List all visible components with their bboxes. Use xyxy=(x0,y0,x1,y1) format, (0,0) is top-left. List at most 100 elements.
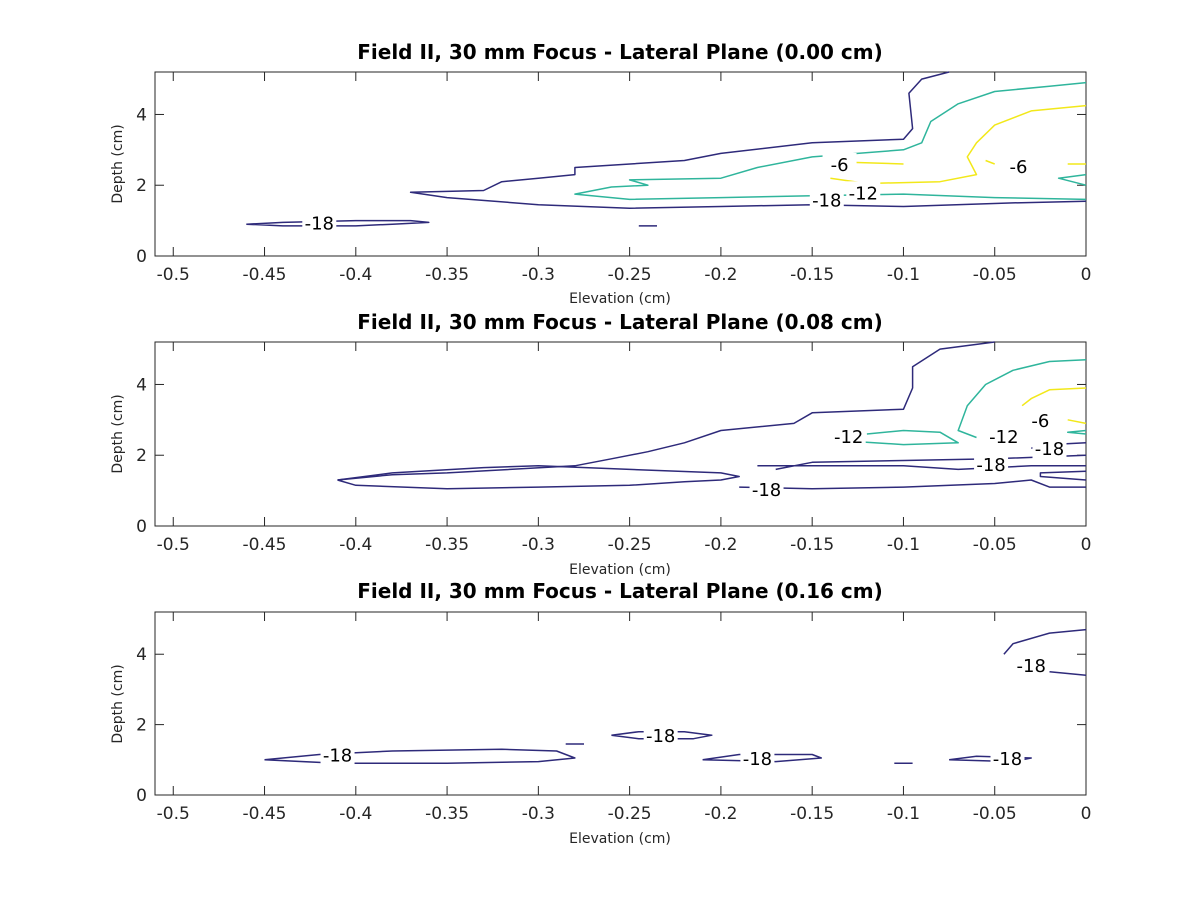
subplot-3-plot-area: -0.5 -0.45 -0.4 -0.35 -0.3 -0.25 -0.2 -0.15 -0.1… xyxy=(136,611,1092,824)
y-tick-label: 2 xyxy=(136,716,147,736)
contour-label: -18 xyxy=(1035,439,1064,460)
contour-label: -18 xyxy=(743,749,772,770)
x-tick-label: -0.25 xyxy=(608,265,652,285)
subplot-2-ylabel: Depth (cm) xyxy=(110,394,126,473)
contour-line-18db xyxy=(1003,628,1087,655)
x-tick-label: -0.45 xyxy=(243,535,287,555)
contour-label: -6 xyxy=(1009,157,1027,178)
x-tick-label: -0.35 xyxy=(425,804,469,824)
y-tick-label: 0 xyxy=(136,786,147,806)
contour-label-background xyxy=(986,424,1021,447)
x-tick-label: 0 xyxy=(1081,265,1092,285)
subplot-1-xlabel: Elevation (cm) xyxy=(569,291,671,307)
contour-line-12db xyxy=(848,429,959,446)
contour-line-18db xyxy=(409,71,1087,209)
y-tick-label: 2 xyxy=(136,176,147,196)
y-tick-label: 0 xyxy=(136,247,147,267)
subplot-1-ylabel: Depth (cm) xyxy=(110,124,126,203)
contour-line-18db xyxy=(264,748,576,765)
x-tick-label: -0.05 xyxy=(973,265,1017,285)
contour-line-6db xyxy=(1067,419,1087,425)
x-tick-label: -0.3 xyxy=(522,535,555,555)
contour-label: -6 xyxy=(1031,411,1049,432)
contour-label: -18 xyxy=(323,746,352,767)
x-tick-label: -0.35 xyxy=(425,535,469,555)
x-tick-label: -0.3 xyxy=(522,804,555,824)
contour-label-background xyxy=(749,477,784,500)
subplot-3-ylabel: Depth (cm) xyxy=(110,664,126,743)
x-tick-label: -0.2 xyxy=(704,804,737,824)
x-tick-label: 0 xyxy=(1081,804,1092,824)
contour-label: -18 xyxy=(812,190,841,211)
contour-label: -18 xyxy=(646,726,675,747)
contour-label: -18 xyxy=(305,213,334,234)
contour-line-12db xyxy=(1066,429,1087,435)
subplot-3-xlabel: Elevation (cm) xyxy=(569,831,671,847)
subplot-2-title: Field II, 30 mm Focus - Lateral Plane (0… xyxy=(357,310,883,334)
contour-label-background xyxy=(809,188,844,211)
x-tick-label: -0.1 xyxy=(887,804,920,824)
x-tick-label: -0.2 xyxy=(704,265,737,285)
x-tick-label: -0.3 xyxy=(522,265,555,285)
contour-line-6db xyxy=(1021,387,1087,407)
x-tick-label: -0.4 xyxy=(339,804,372,824)
x-tick-label: -0.4 xyxy=(339,535,372,555)
x-tick-label: -0.25 xyxy=(608,804,652,824)
contour-line-12db xyxy=(574,81,1087,201)
contour-line-18db xyxy=(337,465,740,490)
contour-label-background xyxy=(643,724,678,747)
contour-label-background xyxy=(302,211,337,234)
contour-label: -18 xyxy=(993,749,1022,770)
contour-line-18db xyxy=(337,341,995,481)
x-tick-label: -0.05 xyxy=(973,535,1017,555)
x-tick-label: -0.2 xyxy=(704,535,737,555)
subplot-2-plot-area: -0.5 -0.45 -0.4 -0.35 -0.3 -0.25 -0.2 -0.15 -0.1… xyxy=(136,341,1092,555)
subplot-1-plot-area: -0.5 -0.45 -0.4 -0.35 -0.3 -0.25 -0.2 -0.15 -0.1… xyxy=(136,71,1092,285)
axes-box xyxy=(154,611,1087,796)
subplot-2: Field II, 30 mm Focus - Lateral Plane (0… xyxy=(110,310,1091,578)
contour-line-12db xyxy=(1057,173,1087,186)
contour-label: -18 xyxy=(752,480,781,501)
x-tick-label: -0.45 xyxy=(243,265,287,285)
x-tick-label: 0 xyxy=(1081,535,1092,555)
contour-label: -12 xyxy=(989,427,1018,448)
subplot-1: Field II, 30 mm Focus - Lateral Plane (0… xyxy=(110,40,1091,307)
contour-label-background xyxy=(1001,154,1036,177)
contour-line-18db xyxy=(1039,470,1087,481)
contour-label: -12 xyxy=(834,427,863,448)
subplot-1-title: Field II, 30 mm Focus - Lateral Plane (0… xyxy=(357,40,883,64)
contour-label-background xyxy=(831,424,866,447)
x-tick-label: -0.4 xyxy=(339,265,372,285)
x-tick-label: -0.25 xyxy=(608,535,652,555)
y-tick-label: 2 xyxy=(136,446,147,466)
contour-label-background xyxy=(846,181,881,204)
x-tick-label: -0.15 xyxy=(790,804,834,824)
contour-line-6db xyxy=(985,159,995,165)
y-tick-label: 4 xyxy=(136,375,147,395)
y-tick-label: 0 xyxy=(136,517,147,537)
x-tick-label: -0.5 xyxy=(157,804,190,824)
x-tick-label: -0.35 xyxy=(425,265,469,285)
contour-label-background xyxy=(1023,408,1058,431)
contour-label-background xyxy=(1014,653,1049,676)
x-tick-label: -0.5 xyxy=(157,265,190,285)
x-tick-label: -0.05 xyxy=(973,804,1017,824)
y-tick-label: 4 xyxy=(136,105,147,125)
contour-line-6db xyxy=(830,104,1087,185)
x-tick-label: -0.15 xyxy=(790,265,834,285)
contour-line-18db xyxy=(611,730,713,740)
x-tick-label: -0.45 xyxy=(243,804,287,824)
contour-line-18db xyxy=(739,479,1086,490)
contour-label: -18 xyxy=(1017,656,1046,677)
contour-line-18db xyxy=(775,454,1087,471)
contour-line-18db xyxy=(1049,671,1087,677)
contour-label-background xyxy=(974,453,1009,476)
x-tick-label: -0.5 xyxy=(157,535,190,555)
subplot-3: Field II, 30 mm Focus - Lateral Plane (0… xyxy=(110,579,1091,847)
contour-label-background xyxy=(990,747,1025,770)
x-tick-label: -0.1 xyxy=(887,265,920,285)
contour-label: -18 xyxy=(976,455,1005,476)
contour-label-background xyxy=(822,153,857,175)
contour-label: -6 xyxy=(831,155,849,176)
